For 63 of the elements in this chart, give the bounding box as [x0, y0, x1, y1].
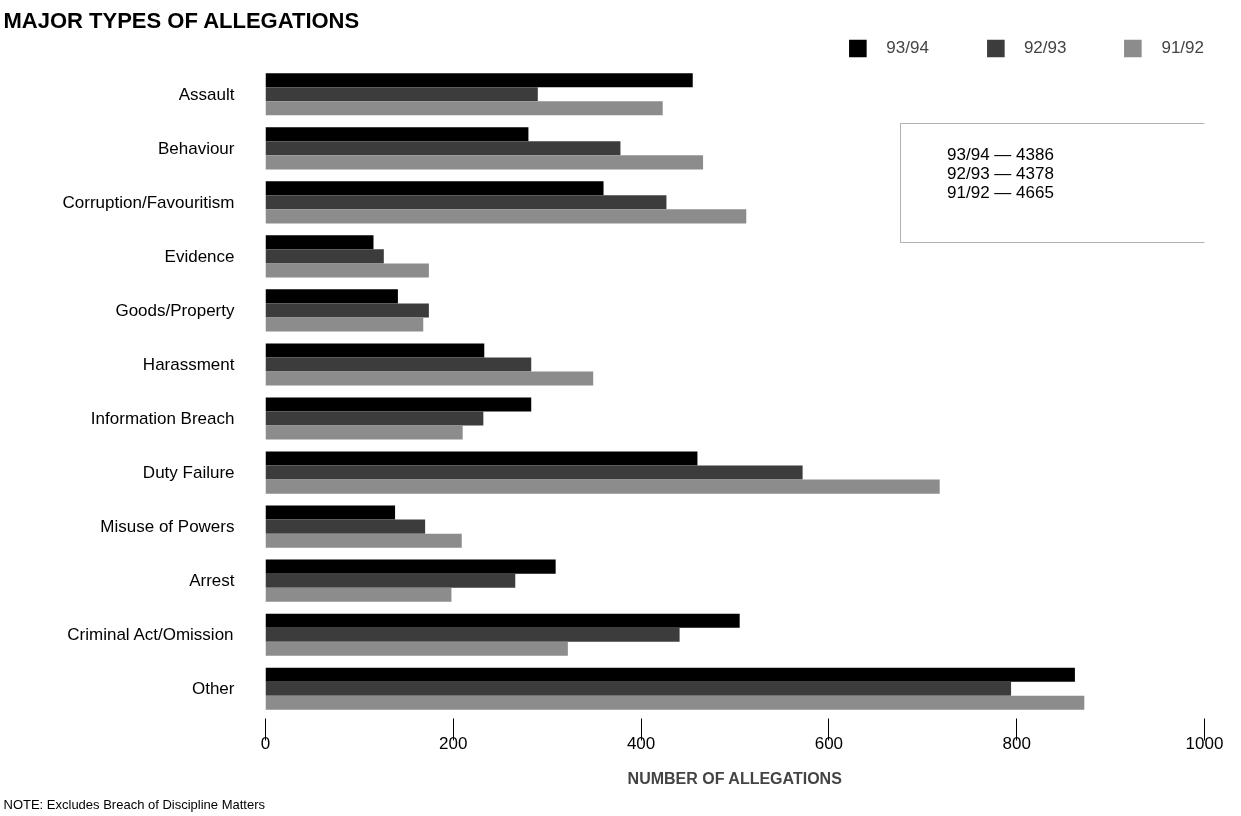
bar	[265, 235, 374, 250]
bar	[265, 289, 398, 304]
x-tick-label: 1000	[1185, 733, 1224, 753]
y-tick-label: Evidence	[164, 246, 235, 266]
text: NOTE: Excludes Breach of Discipline Matters	[3, 796, 266, 812]
bar	[265, 451, 698, 466]
bar	[265, 101, 663, 116]
x-tick-label: 200	[439, 733, 468, 753]
bar	[265, 317, 424, 332]
bar	[265, 343, 485, 358]
legend-label: 92/93	[1023, 38, 1067, 58]
bar	[265, 695, 1085, 710]
bar	[265, 613, 740, 628]
bar	[265, 249, 384, 264]
bar	[265, 425, 463, 440]
bar	[265, 195, 667, 210]
y-tick-label: Criminal Act/Omission	[67, 625, 234, 645]
bar	[265, 519, 426, 534]
x-tick-label: 0	[260, 733, 271, 753]
bar	[265, 627, 680, 642]
y-tick-label: Misuse of Powers	[100, 517, 235, 537]
legend-label: 91/92	[1161, 38, 1204, 58]
bar	[265, 667, 1075, 682]
y-tick-label: Arrest	[189, 571, 235, 591]
bar	[265, 479, 940, 494]
bar	[265, 681, 1012, 696]
bar	[265, 505, 396, 520]
bar	[265, 357, 532, 372]
y-tick-label: Behaviour	[157, 138, 235, 158]
annotation: 92/93 — 4378	[947, 163, 1054, 183]
bar	[265, 559, 556, 574]
bar	[265, 181, 604, 196]
chart-title: MAJOR TYPES OF ALLEGATIONS	[3, 7, 360, 33]
bar	[265, 155, 704, 170]
bar	[265, 141, 621, 156]
bar	[265, 87, 538, 102]
bar	[265, 465, 803, 480]
bar	[265, 209, 747, 224]
legend-label: 93/94	[886, 38, 929, 58]
bar	[265, 73, 693, 88]
bar	[265, 587, 452, 602]
x-tick-label: 800	[1002, 733, 1031, 753]
y-tick-label: Corruption/Favouritism	[62, 192, 235, 212]
bar	[265, 371, 594, 386]
y-tick-label: Harassment	[142, 354, 235, 374]
y-tick-label: Information Breach	[90, 409, 235, 429]
x-tick-label: 600	[814, 733, 844, 753]
bar	[265, 263, 429, 278]
x-axis-title: NUMBER OF ALLEGATIONS	[627, 769, 843, 787]
x-tick-label: 400	[626, 733, 656, 753]
annotation: 91/92 — 4665	[947, 182, 1054, 202]
y-tick-label: Assault	[178, 84, 235, 104]
y-tick-label: Duty Failure	[142, 463, 235, 483]
bar	[265, 127, 529, 142]
bar	[265, 573, 516, 588]
bar	[265, 397, 532, 412]
bar	[265, 533, 462, 548]
annotation: 93/94 — 4386	[947, 144, 1054, 164]
bar	[265, 641, 568, 656]
bar	[265, 303, 429, 318]
bar	[265, 411, 484, 426]
y-tick-label: Other	[191, 679, 235, 699]
y-tick-label: Goods/Property	[115, 300, 235, 320]
